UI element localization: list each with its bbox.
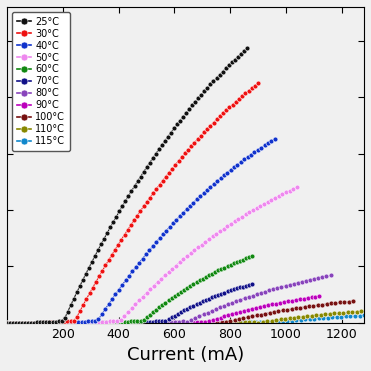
X-axis label: Current (mA): Current (mA) (127, 346, 244, 364)
Legend: 25°C, 30°C, 40°C, 50°C, 60°C, 70°C, 80°C, 90°C, 100°C, 110°C, 115°C: 25°C, 30°C, 40°C, 50°C, 60°C, 70°C, 80°C… (12, 12, 70, 151)
